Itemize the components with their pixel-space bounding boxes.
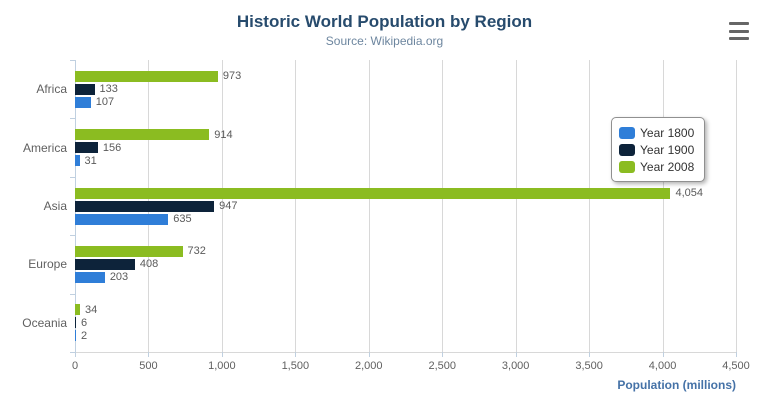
bar-year-1900[interactable]	[75, 258, 135, 270]
legend-label: Year 2008	[640, 159, 695, 174]
bar-year-1800[interactable]	[75, 155, 80, 167]
gridline	[295, 60, 297, 352]
legend-label: Year 1900	[640, 142, 695, 157]
data-label: 4,054	[675, 187, 704, 199]
y-axis-tick	[70, 60, 75, 61]
bar-year-1900[interactable]	[75, 200, 215, 212]
x-tick-label: 3,000	[501, 360, 530, 372]
bar-year-1900[interactable]	[75, 83, 95, 95]
bar-year-2008[interactable]	[75, 129, 210, 141]
y-axis-tick	[70, 293, 75, 295]
bar-year-1800[interactable]	[75, 271, 105, 283]
data-label: 732	[187, 245, 206, 258]
x-tick-label: 4,000	[648, 360, 677, 372]
x-tick-label: 2,500	[428, 360, 456, 372]
data-label: 6	[81, 316, 88, 329]
gridline	[589, 60, 591, 352]
data-label: 973	[222, 70, 242, 83]
hamburger-icon	[729, 29, 749, 33]
gridline	[442, 60, 444, 352]
legend-item-year-1800[interactable]: Year 1800	[619, 124, 694, 141]
x-tick-label: 1,500	[281, 360, 310, 372]
x-tick-label: 0	[71, 360, 79, 372]
x-tick-label: 3,500	[575, 360, 603, 372]
legend-swatch	[619, 126, 635, 139]
gridline	[221, 60, 223, 352]
x-axis-tick	[368, 352, 370, 357]
chart-subtitle: Source: Wikipedia.org	[325, 34, 444, 48]
x-tick-label: 500	[139, 360, 158, 372]
bar-year-1800[interactable]	[75, 330, 76, 342]
x-axis-tick	[221, 352, 223, 357]
x-axis-tick	[662, 352, 664, 357]
bar-year-2008[interactable]	[75, 187, 671, 199]
gridline	[515, 60, 517, 352]
bar-year-1900[interactable]	[75, 142, 98, 154]
legend-swatch	[619, 143, 635, 156]
x-axis-tick	[736, 352, 737, 357]
plot-area: 973 133 107 914 156 31 4,054 947 635 732 408 203 34 6…	[70, 60, 737, 357]
bar-year-2008[interactable]	[75, 70, 218, 82]
category-label: Europe	[28, 257, 67, 272]
y-axis-tick	[70, 235, 75, 237]
bar-year-2008[interactable]	[75, 245, 183, 257]
bar-year-1800[interactable]	[75, 213, 169, 225]
x-axis-tick	[295, 352, 297, 357]
category-label: Oceania	[22, 315, 67, 330]
x-axis-tick	[515, 352, 517, 357]
bar-year-2008[interactable]	[75, 304, 80, 316]
chart-title: Historic World Population by Region	[236, 12, 533, 31]
category-label: Asia	[43, 199, 67, 213]
legend: Year 1800 Year 1900 Year 2008	[611, 117, 706, 182]
data-label: 133	[99, 83, 118, 96]
category-label: America	[22, 140, 67, 155]
x-axis-tick	[75, 352, 76, 357]
data-label: 34	[84, 303, 98, 316]
bar-year-1900[interactable]	[75, 317, 76, 329]
hamburger-icon	[729, 37, 749, 40]
data-label: 31	[84, 154, 97, 167]
x-tick-label: 2,000	[355, 360, 383, 372]
x-axis-title: Population (millions)	[617, 378, 736, 392]
y-axis-tick	[70, 176, 75, 178]
data-label: 156	[102, 141, 122, 154]
data-label: 203	[109, 271, 129, 284]
legend-item-year-2008[interactable]: Year 2008	[619, 158, 694, 175]
legend-item-year-1900[interactable]: Year 1900	[619, 141, 694, 158]
x-tick-label: 1,000	[208, 360, 236, 372]
legend-label: Year 1800	[640, 125, 695, 140]
context-menu-button[interactable]	[729, 22, 749, 40]
category-label: Africa	[36, 82, 67, 97]
x-tick-label: 4,500	[722, 360, 750, 372]
gridline	[736, 60, 737, 352]
y-axis-tick	[70, 118, 75, 120]
gridline	[662, 60, 664, 352]
bar-year-1800[interactable]	[75, 96, 91, 108]
legend-swatch	[619, 160, 635, 173]
data-label: 2	[81, 329, 88, 342]
hamburger-icon	[729, 22, 749, 25]
data-label: 107	[95, 96, 115, 109]
data-label: 914	[214, 128, 233, 141]
y-axis-tick	[70, 352, 75, 353]
gridline	[368, 60, 370, 352]
data-label: 635	[173, 213, 192, 225]
x-axis-tick	[589, 352, 591, 357]
x-axis-tick	[148, 352, 150, 357]
x-axis-tick	[442, 352, 444, 357]
data-label: 408	[139, 258, 159, 271]
data-label: 947	[219, 200, 238, 212]
